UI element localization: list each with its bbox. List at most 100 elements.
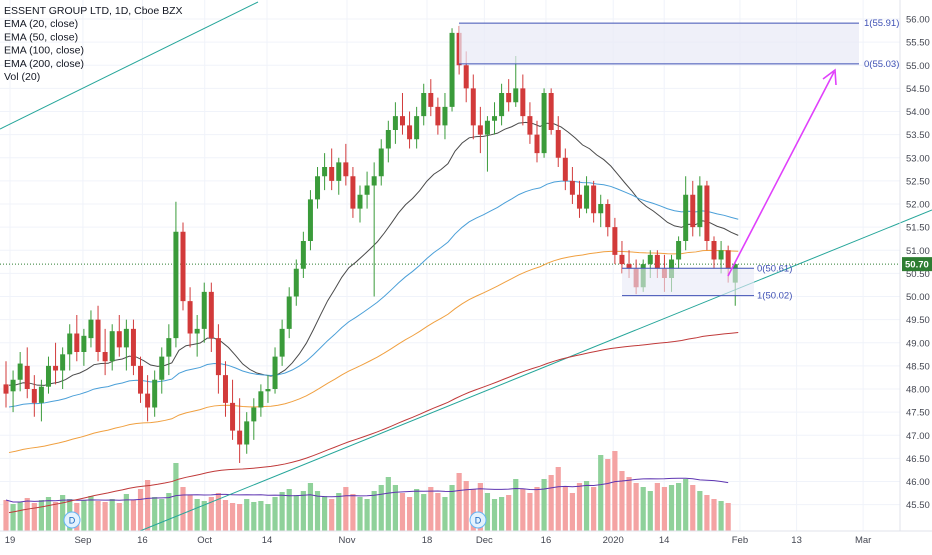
price-tick-label: 47.50 [906, 408, 930, 419]
price-tick-label: 50.00 [906, 292, 930, 303]
volume-bar [414, 489, 420, 531]
volume-bar [343, 487, 349, 531]
candle [81, 328, 87, 366]
candle [166, 324, 172, 376]
candle [17, 352, 23, 392]
candle-body [102, 352, 108, 362]
candle-body [492, 116, 498, 121]
price-axis: 56.00 55.50 55.00 54.50 54.00 53.50 53.00 52.50… [906, 15, 930, 512]
volume-bar [371, 491, 377, 531]
candle-body [88, 319, 94, 339]
price-tick-label: 49.50 [906, 315, 930, 326]
candle-body [569, 180, 575, 195]
candle [286, 287, 292, 339]
legend-entry: EMA (100, close) [4, 45, 84, 57]
dividend-marker-label: D [69, 516, 76, 526]
time-tick-label: Nov [339, 535, 356, 546]
candle [45, 356, 51, 394]
ema-50-line [8, 180, 739, 408]
chart-title: ESSENT GROUP LTD, 1D, Cboe BZX [4, 5, 183, 17]
candle [350, 167, 356, 218]
candle [612, 217, 618, 265]
candle [315, 167, 321, 209]
volume-bar [725, 503, 731, 531]
volume-bar [109, 499, 115, 531]
volume-bar [187, 495, 193, 531]
candle [548, 88, 554, 135]
candle-body [534, 134, 540, 154]
candle-body [329, 167, 335, 181]
volume-bar [499, 497, 505, 531]
candle-body [484, 120, 490, 135]
candle [711, 236, 717, 269]
dividend-marker-label: D [475, 516, 482, 526]
candle-body [45, 365, 51, 387]
candle [470, 74, 476, 140]
candle-body [725, 250, 731, 269]
volume-bar [562, 487, 568, 531]
volume-bar [81, 500, 87, 531]
candle-body [215, 338, 221, 376]
last-price-label: 50.70 [905, 260, 929, 271]
volume-bar [194, 499, 200, 531]
volume-bar [661, 487, 668, 531]
volume-bar [116, 503, 122, 531]
candle-body [555, 130, 561, 158]
fib-zone-upper [459, 23, 859, 64]
volume-bar [251, 502, 257, 531]
candle [300, 231, 306, 278]
candle [187, 287, 193, 348]
volume-bar [406, 497, 413, 531]
volume-bar [654, 483, 660, 531]
candle-body [676, 241, 682, 260]
legend-entry: EMA (200, close) [4, 58, 84, 70]
candle [378, 139, 384, 186]
candle-body [598, 204, 604, 214]
candle [222, 361, 228, 417]
candle [74, 315, 80, 362]
candle-body [159, 356, 165, 380]
candle-body [293, 268, 299, 297]
candle [697, 176, 703, 237]
candle-body [364, 185, 370, 195]
candle-body [201, 291, 207, 329]
candle-body [130, 328, 136, 366]
volume-bar [336, 493, 342, 531]
candle [591, 180, 597, 223]
candle-body [123, 328, 129, 348]
candle-body [449, 32, 455, 107]
candle [251, 398, 257, 440]
time-tick-label: Feb [732, 535, 748, 546]
candle-body [166, 338, 172, 357]
candle-body [626, 264, 632, 269]
candle-body [145, 393, 151, 408]
volume-bar [484, 493, 491, 531]
candle [520, 74, 526, 126]
candle-body [654, 254, 660, 269]
upper-channel-line [0, 1, 259, 130]
candle-body [322, 167, 328, 177]
candle [10, 370, 16, 413]
candle-body [300, 241, 306, 269]
candle [435, 97, 441, 135]
candle-body [67, 333, 73, 355]
candle [244, 412, 250, 454]
ema-200-line [8, 332, 739, 514]
time-tick-label: 16 [541, 535, 552, 546]
candle-body [194, 328, 200, 334]
price-tick-label: 46.50 [906, 454, 930, 465]
time-axis: 19 Sep 16 Oct 14 Nov 18 Dec 16 2020 14 Feb 13 Mar [5, 535, 872, 546]
volume-bar [506, 495, 512, 531]
volume-bar [173, 463, 179, 531]
candle [215, 324, 221, 394]
dividend-marker: D [469, 511, 487, 529]
candle [442, 93, 448, 140]
candle [138, 356, 144, 403]
ema-20-line [8, 121, 739, 386]
candle-body [697, 185, 703, 228]
candle [527, 102, 533, 144]
fib-zone-lower [622, 268, 754, 296]
volume-bar [180, 487, 186, 531]
candle [3, 361, 9, 408]
